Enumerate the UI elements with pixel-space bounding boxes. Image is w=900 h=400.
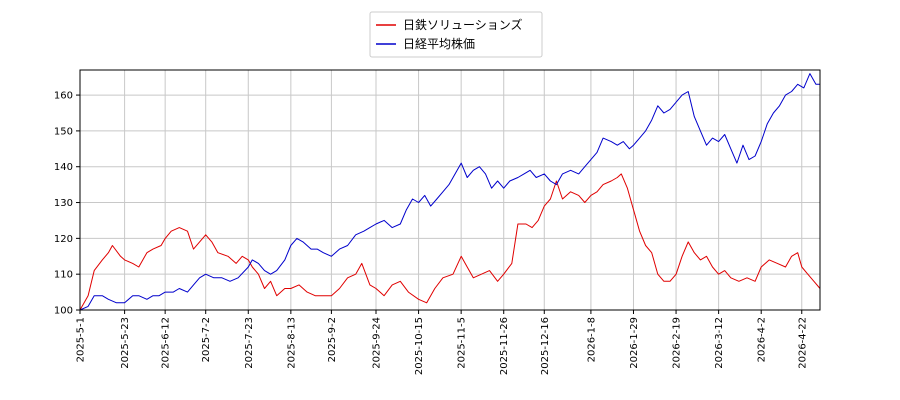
legend-box [369, 11, 543, 58]
x-tick-label: 2025-11-26 [499, 317, 510, 375]
y-tick-label: 150 [54, 126, 73, 137]
x-tick-label: 2026-1-8 [586, 317, 597, 362]
x-tick-label: 2025-6-12 [161, 317, 172, 369]
x-tick-label: 2025-12-16 [540, 317, 551, 375]
x-tick-label: 2025-8-13 [286, 317, 297, 369]
x-tick-label: 2026-3-12 [714, 317, 725, 369]
x-tick-label: 2025-7-23 [244, 317, 255, 369]
x-tick-label: 2026-4-2 [757, 317, 768, 362]
x-tick-label: 2025-10-15 [414, 317, 425, 375]
series-group [79, 73, 821, 311]
series-line-0 [79, 173, 821, 311]
series-line-1 [79, 73, 820, 311]
legend-label-0: 日鉄ソリューションズ [403, 17, 523, 32]
grid [79, 70, 820, 311]
y-tick-label: 110 [54, 270, 73, 281]
x-tick-label: 2025-9-2 [327, 317, 338, 362]
x-tick-label: 2025-11-5 [457, 317, 468, 369]
plot-frame [79, 69, 821, 311]
x-tick-label: 2025-5-23 [120, 317, 131, 369]
x-tick-label: 2025-5-1 [76, 317, 87, 362]
x-tick-label: 2026-1-29 [629, 317, 640, 369]
x-axis: 2025-5-1 2025-5-23 2025-6-12 2025-7-2 2025-7… [76, 310, 808, 375]
legend-label-1: 日経平均株価 [403, 36, 475, 51]
y-axis: 100 110 120 130 140 150 160 [54, 91, 80, 317]
legend: 日鉄ソリューションズ 日経平均株価 [369, 11, 543, 58]
plot-area [80, 70, 820, 310]
x-tick-label: 2025-9-24 [372, 317, 383, 369]
y-tick-label: 120 [54, 234, 73, 245]
x-tick-label: 2026-2-19 [672, 317, 683, 369]
y-tick-label: 100 [54, 306, 73, 317]
x-tick-label: 2026-4-22 [797, 317, 808, 369]
y-tick-label: 130 [54, 198, 73, 209]
y-tick-label: 140 [54, 162, 73, 173]
y-tick-label: 160 [54, 91, 73, 102]
x-tick-label: 2025-7-2 [201, 317, 212, 362]
